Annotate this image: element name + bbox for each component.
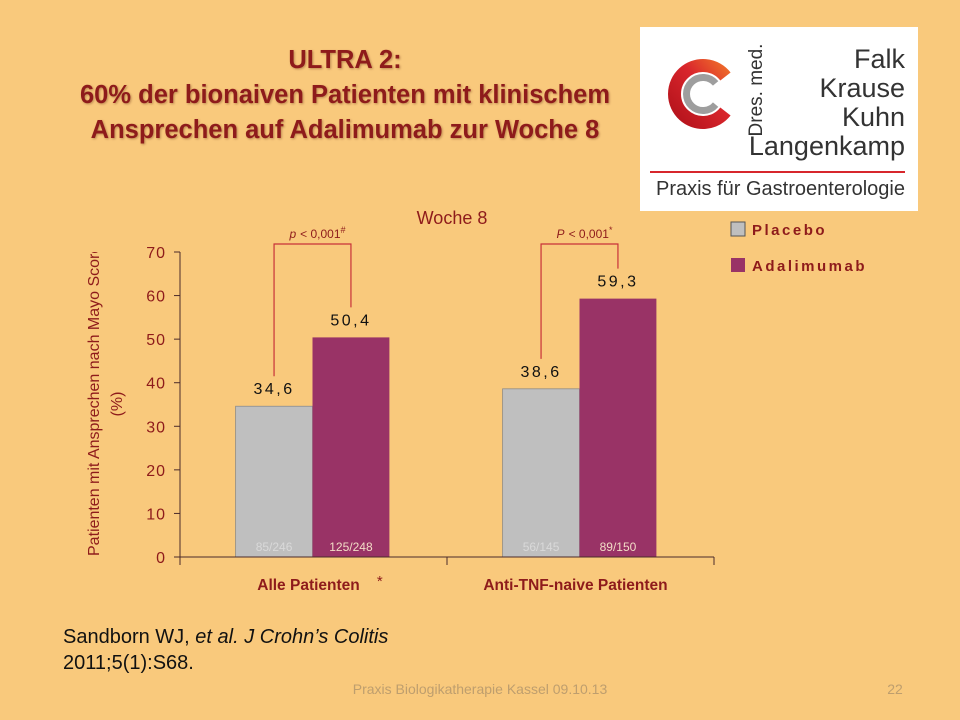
y-tick-label: 40 bbox=[146, 376, 166, 393]
significance-bracket bbox=[540, 243, 619, 359]
y-tick-label: 0 bbox=[156, 550, 166, 567]
y-tick-label: 70 bbox=[146, 245, 166, 262]
p-symbol: P bbox=[557, 227, 565, 241]
value-label: 50,4 bbox=[330, 312, 371, 329]
page-number: 22 bbox=[887, 681, 903, 697]
logo-name: Falk bbox=[853, 44, 905, 74]
legend: Placebo Adalimumab bbox=[730, 221, 867, 275]
praxis-logo-icon bbox=[668, 59, 731, 129]
citation-line-1: Sandborn WJ, et al. J Crohn’s Colitis bbox=[63, 624, 388, 650]
title-line-2: 60% der bionaiven Patienten mit klinisch… bbox=[80, 81, 610, 109]
logo-name: Kuhn bbox=[841, 102, 905, 132]
citation: Sandborn WJ, et al. J Crohn’s Colitis 20… bbox=[63, 624, 388, 676]
y-tick-label: 60 bbox=[146, 289, 166, 306]
legend-label-adalimumab: Adalimumab bbox=[752, 258, 867, 275]
y-axis-label: Patienten mit Ansprechen nach Mayo Score bbox=[86, 245, 103, 556]
citation-reference: 2011;5(1):S68. bbox=[63, 652, 194, 674]
logo-name: Krause bbox=[819, 73, 905, 103]
citation-authors: Sandborn WJ, bbox=[63, 626, 190, 648]
bar-placebo-anti-tnf-naive-patienten bbox=[502, 388, 580, 558]
y-tick-label: 20 bbox=[146, 463, 166, 480]
footer-text: Praxis Biologikatherapie Kassel 09.10.13 bbox=[352, 681, 608, 697]
y-tick-label: 10 bbox=[146, 506, 166, 523]
logo-names: Falk Krause Kuhn Langenkamp bbox=[749, 45, 905, 161]
value-label: 59,3 bbox=[597, 274, 638, 291]
logo-divider bbox=[650, 171, 905, 173]
category-mark: * bbox=[377, 573, 383, 590]
count-label: 85/246 bbox=[256, 540, 293, 554]
category-label-anti-tnf-naive-patienten: Anti-TNF-naive Patienten bbox=[483, 577, 667, 594]
bar-chart: Woche 8 Patienten mit Ansprechen nach May… bbox=[86, 208, 867, 594]
logo-name: Langenkamp bbox=[748, 131, 905, 161]
legend-swatch-placebo bbox=[730, 221, 746, 237]
count-label: 125/248 bbox=[329, 540, 373, 554]
p-symbol: p bbox=[288, 227, 296, 241]
y-axis-unit: (%) bbox=[109, 392, 126, 417]
chart-title: Woche 8 bbox=[417, 208, 488, 228]
category-label-alle-patienten: Alle Patienten bbox=[257, 577, 360, 594]
title-line-1: ULTRA 2: bbox=[288, 46, 402, 74]
count-label: 56/145 bbox=[523, 540, 560, 554]
legend-swatch-adalimumab bbox=[731, 258, 745, 272]
y-axis-title: Patienten mit Ansprechen nach Mayo Score… bbox=[86, 245, 126, 556]
value-label: 38,6 bbox=[520, 364, 561, 381]
legend-label-placebo: Placebo bbox=[752, 222, 827, 239]
significance-bracket bbox=[273, 243, 352, 377]
bar-adalimumab-alle-patienten bbox=[312, 337, 390, 557]
significance-label: P < 0,001* bbox=[557, 225, 613, 241]
practice-logo: Dres. med. Falk Krause Kuhn Langenkamp P… bbox=[640, 27, 918, 211]
bar-placebo-alle-patienten bbox=[235, 405, 313, 558]
bar-adalimumab-anti-tnf-naive-patienten bbox=[579, 298, 657, 557]
y-tick-label: 50 bbox=[146, 332, 166, 349]
logo-subtitle: Praxis für Gastroenterologie bbox=[655, 178, 905, 200]
p-comparison: < 0,001 bbox=[300, 227, 341, 241]
citation-journal: et al. J Crohn’s Colitis bbox=[195, 626, 389, 648]
p-comparison: < 0,001 bbox=[569, 227, 610, 241]
y-tick-label: 30 bbox=[146, 419, 166, 436]
slide-title: ULTRA 2: 60% der bionaiven Patienten mit… bbox=[0, 43, 690, 148]
count-label: 89/150 bbox=[600, 540, 637, 554]
value-label: 34,6 bbox=[253, 381, 294, 398]
p-mark: * bbox=[609, 225, 613, 235]
significance-label: p < 0,001# bbox=[288, 225, 345, 241]
p-mark: # bbox=[341, 225, 346, 235]
title-line-3: Ansprechen auf Adalimumab zur Woche 8 bbox=[90, 116, 600, 144]
